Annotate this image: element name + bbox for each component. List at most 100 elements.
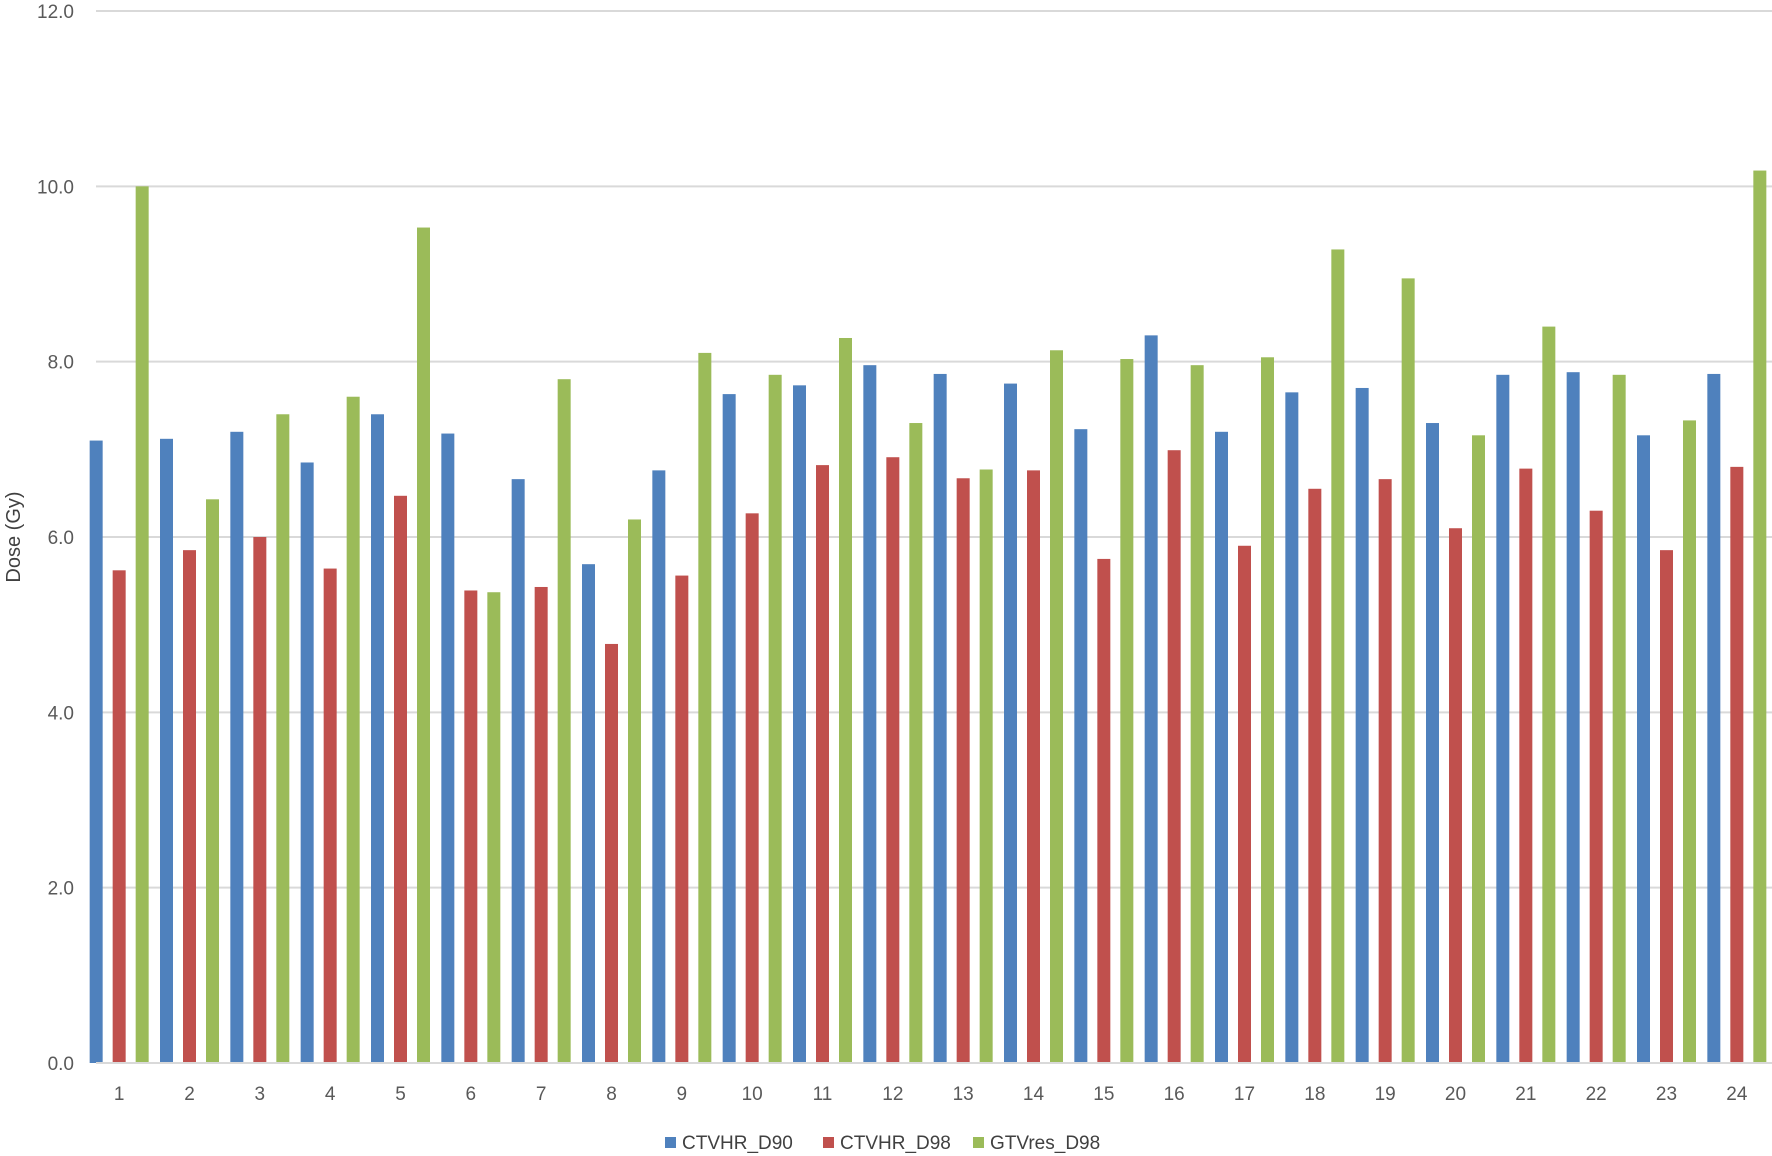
bar-gtvres-d98-4 (346, 396, 360, 1063)
x-tick-label: 20 (1445, 1084, 1466, 1105)
bar-ctvhr-d90-3 (230, 431, 244, 1063)
x-tick-label: 24 (1726, 1084, 1748, 1105)
legend-swatch (823, 1137, 834, 1148)
bar-ctvhr-d98-2 (183, 550, 196, 1063)
x-tick-label: 23 (1656, 1084, 1677, 1105)
x-tick-label: 8 (606, 1084, 617, 1105)
bar-gtvres-d98-10 (768, 374, 782, 1064)
bar-ctvhr-d98-20 (1449, 528, 1462, 1063)
bar-ctvhr-d98-15 (1097, 558, 1111, 1063)
bar-ctvhr-d98-6 (464, 590, 478, 1063)
legend-swatch (973, 1137, 984, 1148)
bar-gtvres-d98-14 (1050, 350, 1063, 1063)
bar-ctvhr-d90-2 (160, 438, 173, 1063)
bar-ctvhr-d90-20 (1426, 423, 1439, 1063)
x-tick-label: 15 (1093, 1084, 1114, 1105)
bar-gtvres-d98-15 (1120, 359, 1134, 1064)
x-tick-label: 2 (184, 1084, 195, 1105)
bar-ctvhr-d90-8 (582, 564, 595, 1063)
bars (89, 170, 1767, 1064)
legend-label: CTVHR_D90 (682, 1133, 793, 1154)
bar-ctvhr-d98-16 (1167, 450, 1181, 1064)
legend: CTVHR_D90 CTVHR_D98 GTVres_D98 (665, 1133, 1100, 1154)
x-tick-label: 6 (466, 1084, 477, 1105)
bar-ctvhr-d90-5 (371, 414, 384, 1063)
y-tick-label: 4.0 (48, 703, 74, 724)
x-tick-label: 4 (325, 1084, 336, 1105)
x-tick-label: 19 (1375, 1084, 1396, 1105)
bar-gtvres-d98-8 (628, 519, 641, 1063)
bar-ctvhr-d98-18 (1308, 488, 1322, 1063)
bar-ctvhr-d90-15 (1074, 429, 1088, 1063)
x-tick-label: 14 (1023, 1084, 1045, 1105)
bar-ctvhr-d98-9 (675, 575, 689, 1063)
bar-gtvres-d98-24 (1753, 170, 1767, 1063)
bar-gtvres-d98-21 (1542, 326, 1556, 1064)
bar-ctvhr-d90-24 (1707, 373, 1721, 1063)
bar-ctvhr-d90-16 (1144, 335, 1158, 1063)
bar-ctvhr-d90-23 (1637, 435, 1650, 1064)
x-tick-label: 17 (1234, 1084, 1255, 1105)
y-tick-label: 8.0 (48, 353, 74, 374)
legend-label: CTVHR_D98 (840, 1133, 951, 1154)
bar-gtvres-d98-9 (698, 352, 712, 1063)
bar-ctvhr-d90-1 (89, 440, 103, 1064)
bar-ctvhr-d90-6 (441, 433, 455, 1063)
bar-gtvres-d98-13 (979, 469, 993, 1063)
bar-gtvres-d98-1 (135, 186, 149, 1064)
x-tick-label: 9 (677, 1084, 688, 1105)
x-tick-label: 18 (1304, 1084, 1325, 1105)
x-tick-label: 3 (255, 1084, 266, 1105)
bar-ctvhr-d98-21 (1519, 468, 1533, 1063)
bar-ctvhr-d98-3 (253, 537, 267, 1063)
bar-ctvhr-d90-13 (933, 373, 947, 1063)
legend-swatch (665, 1137, 676, 1148)
bar-ctvhr-d98-23 (1660, 550, 1673, 1063)
bar-ctvhr-d98-5 (394, 495, 407, 1064)
bar-gtvres-d98-5 (417, 227, 430, 1063)
bar-gtvres-d98-19 (1401, 278, 1415, 1064)
x-axis-ticks: 1 2 3 4 5 6 7 8 9 10 11 12 13 14 15 16 17 18 19 20 21 22 23 24 (114, 1084, 1748, 1105)
bar-ctvhr-d90-11 (793, 385, 806, 1063)
x-tick-label: 16 (1164, 1084, 1185, 1105)
bar-gtvres-d98-12 (909, 423, 923, 1063)
bar-ctvhr-d98-10 (745, 513, 759, 1063)
bar-ctvhr-d98-12 (886, 457, 900, 1063)
y-tick-label: 10.0 (37, 177, 74, 198)
bar-gtvres-d98-18 (1331, 249, 1345, 1063)
bar-ctvhr-d90-17 (1215, 431, 1228, 1063)
bar-gtvres-d98-22 (1612, 374, 1626, 1064)
y-tick-label: 12.0 (37, 2, 74, 23)
bar-ctvhr-d98-7 (534, 586, 548, 1063)
x-tick-label: 5 (395, 1084, 406, 1105)
legend-label: GTVres_D98 (990, 1133, 1100, 1154)
bar-gtvres-d98-16 (1190, 365, 1204, 1063)
bar-ctvhr-d98-17 (1238, 545, 1251, 1063)
bar-ctvhr-d90-22 (1566, 372, 1580, 1064)
bar-gtvres-d98-17 (1261, 357, 1274, 1063)
x-tick-label: 1 (114, 1084, 125, 1105)
x-tick-label: 22 (1586, 1084, 1607, 1105)
x-tick-label: 21 (1515, 1084, 1536, 1105)
bar-ctvhr-d98-22 (1589, 510, 1603, 1063)
bar-ctvhr-d90-9 (652, 470, 666, 1064)
bar-gtvres-d98-3 (276, 414, 290, 1063)
y-tick-label: 6.0 (48, 528, 74, 549)
y-tick-label: 0.0 (48, 1054, 74, 1075)
y-tick-label: 2.0 (48, 879, 74, 900)
bar-ctvhr-d90-10 (722, 394, 736, 1063)
bar-ctvhr-d90-12 (863, 365, 877, 1063)
bar-ctvhr-d90-14 (1004, 383, 1017, 1063)
bar-ctvhr-d90-21 (1496, 374, 1510, 1064)
y-axis-ticks: 0.0 2.0 4.0 6.0 8.0 10.0 12.0 (37, 2, 74, 1075)
bar-ctvhr-d98-4 (323, 568, 337, 1063)
bar-ctvhr-d90-19 (1355, 387, 1369, 1063)
bar-gtvres-d98-11 (839, 337, 852, 1063)
bar-ctvhr-d98-24 (1730, 466, 1744, 1063)
bar-ctvhr-d98-1 (112, 570, 126, 1063)
bar-ctvhr-d98-14 (1027, 470, 1040, 1064)
bar-ctvhr-d90-7 (511, 479, 525, 1063)
bar-ctvhr-d98-13 (956, 478, 970, 1064)
bar-gtvres-d98-23 (1683, 420, 1696, 1063)
